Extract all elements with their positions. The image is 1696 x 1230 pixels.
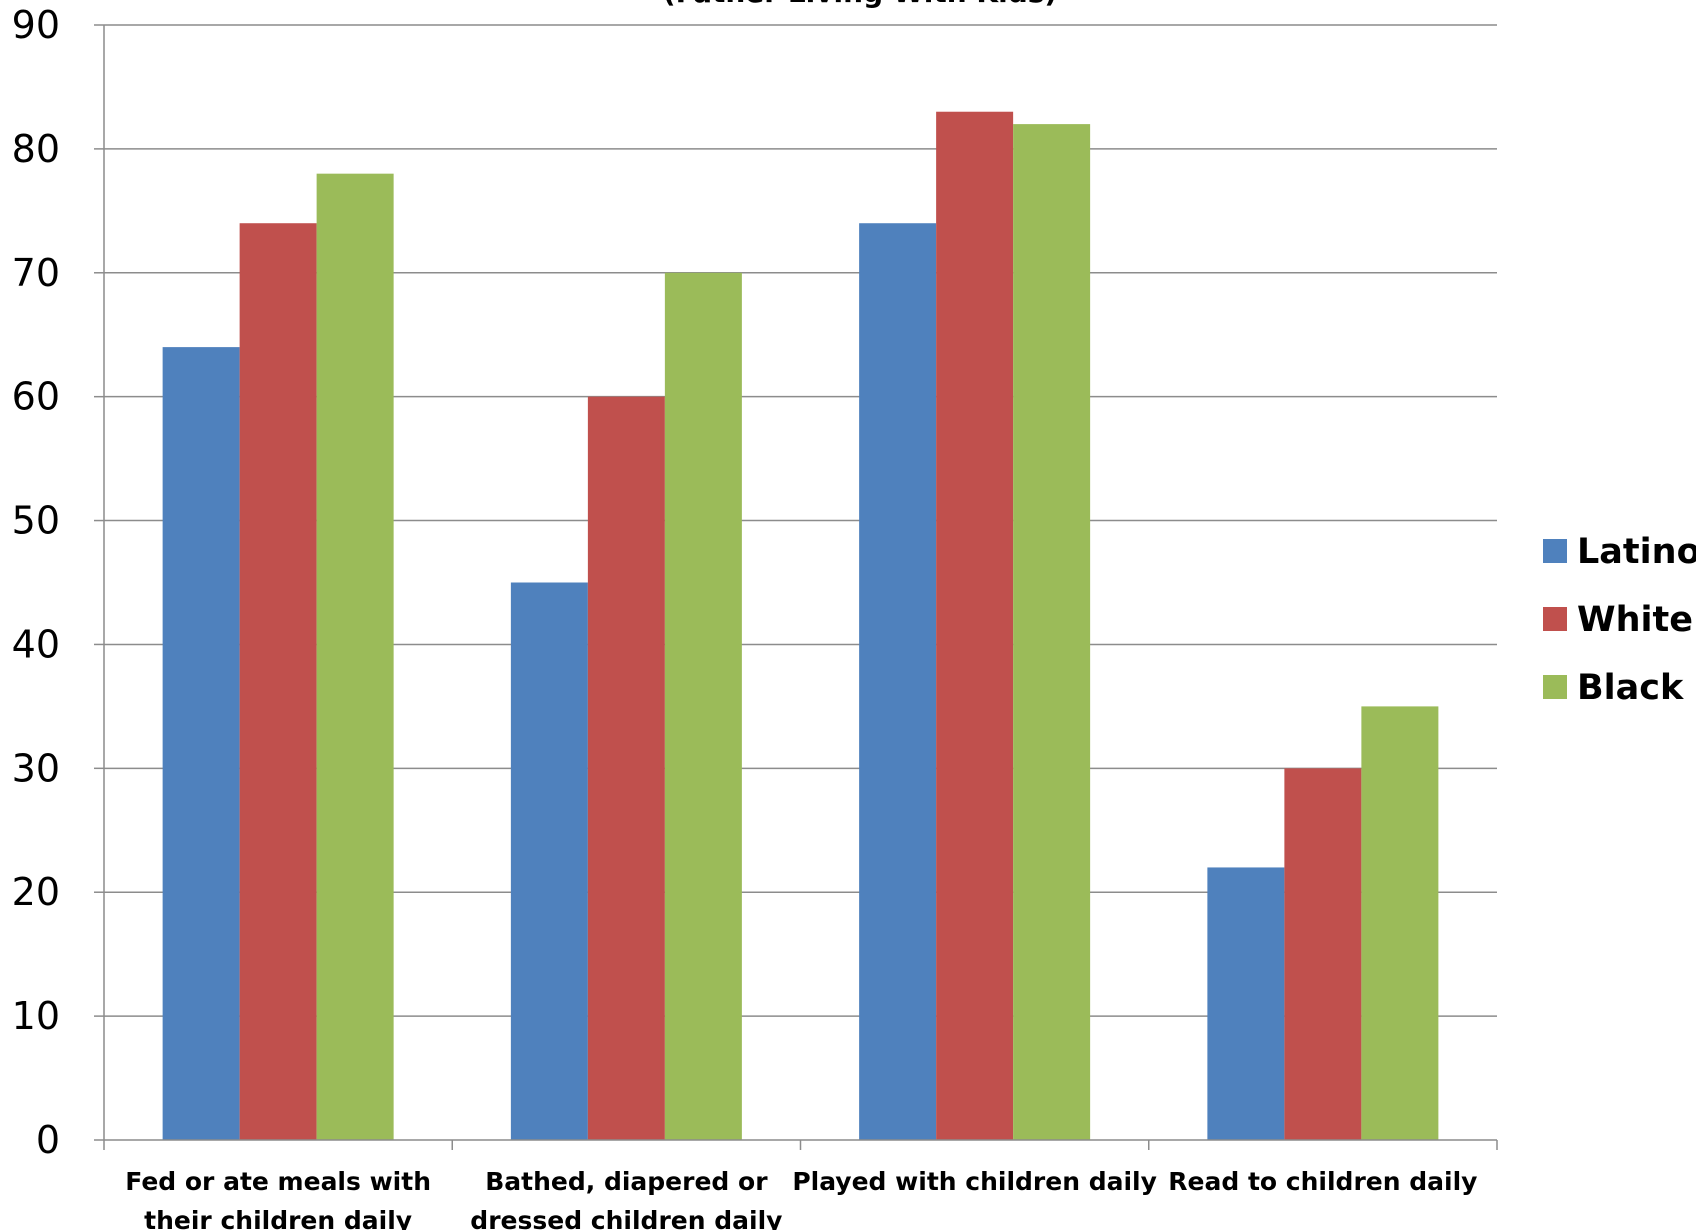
y-tick-label: 60 [12,375,60,419]
bar-black-1 [664,272,742,1140]
x-tick-label: Read to children daily [1168,1167,1477,1196]
axis-labels: 0 10 20 30 40 50 60 70 80 90 Fed or ate meals with… [12,3,1478,1230]
legend-swatch-white [1543,607,1567,631]
bar-black-3 [1361,706,1439,1140]
y-tick-label: 30 [12,746,60,790]
bar-black-0 [316,173,394,1140]
bar-white-3 [1284,768,1362,1140]
bars [162,111,1439,1141]
chart-title: (Father Living With Kids) [663,0,1057,9]
legend-label-black: Black [1577,668,1684,708]
legend-swatch-black [1543,675,1567,699]
x-tick-label: dressed children daily [470,1206,782,1230]
legend-label-white: White [1577,600,1693,640]
bar-white-2 [936,111,1014,1141]
bar-white-0 [239,223,317,1140]
legend: Latino White Black [1543,532,1696,708]
x-tick-label: Fed or ate meals with [125,1167,431,1196]
bar-latino-0 [162,347,240,1141]
chart-title-layer: (Father Living With Kids) [663,0,1057,9]
bar-latino-2 [859,223,937,1140]
bar-latino-3 [1207,867,1285,1140]
x-tick-label: their children daily [144,1206,412,1230]
y-tick-label: 90 [12,3,60,47]
y-tick-label: 0 [36,1118,60,1162]
x-tick-label: Bathed, diapered or [485,1167,768,1196]
bar-white-1 [587,396,665,1141]
y-tick-label: 20 [12,870,60,914]
y-tick-label: 50 [12,499,60,543]
x-tick-label: Played with children daily [792,1167,1157,1196]
legend-swatch-latino [1543,539,1567,563]
y-tick-label: 10 [12,994,60,1038]
axes [94,24,1498,1150]
legend-label-latino: Latino [1577,532,1696,572]
bar-latino-1 [510,582,588,1140]
y-tick-label: 80 [12,127,60,171]
y-tick-label: 40 [12,622,60,666]
y-tick-label: 70 [12,251,60,295]
bar-black-2 [1013,124,1091,1141]
